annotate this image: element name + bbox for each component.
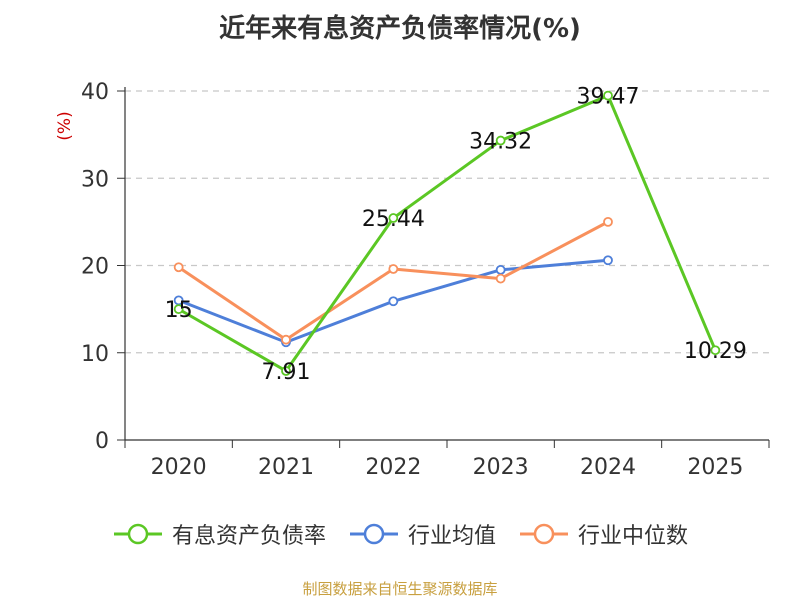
data-point: [710, 345, 721, 356]
x-tick-label: 2025: [687, 455, 743, 480]
legend-item: 行业中位数: [518, 518, 688, 550]
series-lines: [173, 90, 721, 376]
data-label: 10.29: [684, 339, 747, 364]
data-point: [603, 255, 613, 266]
legend-swatch: [520, 523, 568, 545]
data-point: [388, 296, 399, 307]
axes: 0 10 20 30 40 (%) 2020 2021 2022 2023 2024 2025: [55, 80, 770, 480]
y-tick-label: 20: [81, 255, 109, 280]
data-label: 15: [165, 298, 193, 323]
legend-swatch: [349, 523, 398, 545]
data-point: [495, 135, 506, 146]
data-point: [495, 273, 506, 284]
legend-label: 行业中位数: [578, 524, 689, 549]
x-tick-label: 2021: [258, 455, 314, 480]
legend-label: 有息资产负债率: [171, 524, 326, 549]
x-tick-label: 2023: [473, 455, 529, 480]
data-label: 39.47: [577, 85, 640, 110]
data-label: 25.44: [362, 207, 425, 232]
legend-item: 行业均值: [348, 518, 496, 550]
data-point: [388, 264, 399, 274]
series-line: [177, 220, 609, 342]
source-note: 制图数据来自恒生聚源数据库: [302, 580, 498, 598]
x-tick-label: 2024: [580, 455, 636, 480]
y-tick-label: 30: [81, 167, 109, 192]
legend-item: 有息资产负债率: [112, 518, 326, 550]
data-point: [281, 334, 291, 345]
legend: 有息资产负债率 行业均值 行业中位数: [0, 518, 800, 550]
y-axis-label: (%): [55, 111, 75, 140]
data-label: 7.91: [262, 360, 311, 385]
data-point: [603, 90, 613, 101]
data-point: [173, 304, 184, 315]
data-point: [281, 366, 291, 376]
y-tick-label: 0: [95, 429, 109, 454]
data-point: [388, 213, 399, 223]
data-label: 34.32: [469, 130, 532, 155]
y-tick-label: 10: [81, 342, 109, 367]
grid-lines: [125, 90, 769, 354]
legend-swatch: [113, 523, 162, 545]
x-tick-label: 2020: [151, 455, 207, 480]
y-tick-label: 40: [81, 80, 109, 105]
data-point: [495, 264, 506, 275]
chart-title: 近年来有息资产负债率情况(%): [219, 14, 581, 44]
legend-label: 行业均值: [407, 524, 496, 549]
data-labels: 15 7.91 25.44 34.32 39.47 10.29: [165, 85, 747, 385]
x-tick-label: 2022: [365, 455, 421, 480]
data-point: [603, 216, 613, 227]
series-line: [177, 94, 717, 373]
data-point: [173, 262, 184, 273]
